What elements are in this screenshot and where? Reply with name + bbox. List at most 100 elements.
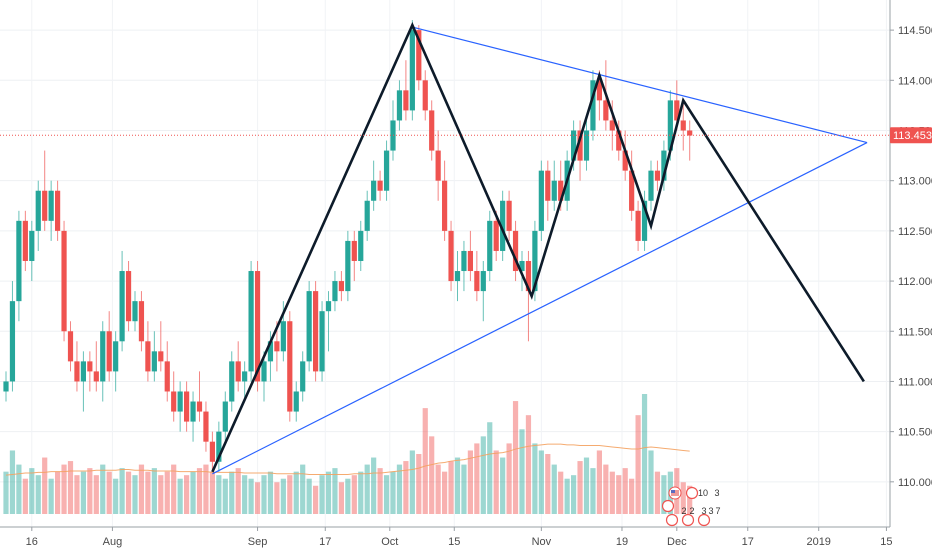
candle — [222, 391, 228, 442]
candle — [661, 140, 667, 191]
candle-body — [67, 331, 74, 362]
volume-bar — [583, 457, 590, 514]
candle — [583, 120, 590, 171]
candle-body — [461, 250, 467, 272]
volume-bar — [422, 408, 428, 514]
candle — [538, 160, 544, 241]
candle-body — [280, 321, 286, 352]
volume-bar — [564, 478, 570, 514]
volume-bar — [558, 471, 564, 514]
candle-body — [145, 341, 151, 372]
candle-body — [654, 170, 661, 181]
candle — [609, 100, 615, 151]
us-flag-icon[interactable] — [668, 486, 682, 500]
candle-body — [164, 361, 170, 392]
volume-bar — [545, 454, 551, 514]
event-badges[interactable]: 10 32 2 3 3 7 — [661, 486, 721, 527]
candle-body — [132, 301, 138, 322]
volume-bar — [235, 468, 241, 514]
candle — [164, 341, 170, 402]
volume-bar — [293, 471, 299, 514]
candle — [22, 210, 28, 272]
candle — [461, 240, 467, 292]
candle — [403, 60, 409, 121]
candle-body — [325, 301, 332, 312]
trendline-lower[interactable] — [212, 142, 868, 475]
volume-bar — [22, 478, 28, 514]
volume-bar — [9, 450, 16, 514]
time-tick-label: 2019 — [806, 536, 830, 548]
volume-bar — [61, 464, 67, 514]
candle — [55, 180, 61, 241]
price-axis[interactable]: 114.500114.000113.500113.000112.500112.0… — [889, 0, 932, 527]
volume-bar — [345, 478, 351, 514]
candle-body — [3, 381, 9, 392]
candle-body — [583, 130, 590, 161]
volume-moving-average — [5, 443, 690, 476]
volume-bar — [551, 464, 557, 514]
candle-body — [545, 170, 551, 201]
event-marker-icon[interactable] — [665, 513, 679, 527]
last-price-tag: 113.453 — [890, 127, 932, 144]
volume-bar — [461, 464, 467, 514]
volume-bar — [332, 468, 338, 514]
event-marker-icon[interactable] — [681, 513, 695, 527]
candle-body — [287, 321, 293, 412]
candle — [306, 281, 312, 372]
candle-body — [138, 301, 145, 342]
volume-bar — [164, 471, 170, 514]
time-axis[interactable]: 16 Aug Sep 17 Oct 15 Nov 19 Dec 17 2019 15 — [0, 526, 893, 548]
candle-body — [648, 170, 654, 201]
volume-bar — [577, 461, 583, 514]
volume-bar — [474, 443, 480, 514]
volume-bar — [209, 471, 215, 514]
volume-bar — [274, 482, 280, 514]
pattern-path[interactable] — [211, 21, 865, 473]
volume-bar — [132, 475, 138, 514]
trendline-upper[interactable] — [412, 26, 868, 144]
candle-body — [429, 110, 435, 151]
candle-body — [680, 120, 686, 131]
candle-body — [293, 391, 299, 412]
event-count: 2 — [689, 506, 694, 516]
volume-bar — [622, 468, 628, 514]
candle — [145, 321, 151, 382]
volume-bar — [390, 471, 396, 514]
event-count: 10 — [698, 488, 708, 498]
candle-body — [87, 361, 93, 372]
candle-body — [100, 331, 106, 382]
candle-body — [261, 361, 267, 382]
volume-bar — [35, 475, 41, 514]
candle — [16, 210, 22, 322]
volume-bar — [229, 471, 235, 514]
candle — [9, 281, 16, 392]
event-marker-icon[interactable] — [697, 513, 711, 527]
volume-bar — [67, 461, 74, 514]
candle — [100, 321, 106, 402]
event-marker-icon[interactable] — [661, 499, 675, 513]
candle-body — [254, 271, 261, 382]
volume-bar — [254, 482, 261, 514]
candle — [345, 230, 351, 302]
candle-body — [687, 130, 693, 136]
volume-bar — [532, 443, 538, 514]
volume-bar — [55, 471, 61, 514]
volume-bar — [261, 475, 267, 514]
volume-bar — [506, 443, 512, 514]
candle — [416, 25, 422, 91]
candle-body — [487, 220, 493, 272]
volume-bar — [319, 475, 325, 514]
event-marker-icon[interactable] — [685, 486, 699, 500]
candle-body — [42, 190, 48, 221]
event-count: 3 — [701, 506, 706, 516]
candle-body — [371, 180, 377, 201]
candle — [467, 230, 473, 282]
volume-bar — [641, 394, 648, 514]
candle — [74, 341, 80, 392]
volume-bar — [687, 485, 693, 514]
volume-bar — [409, 450, 415, 514]
price-tick-label: 113.000 — [898, 176, 932, 188]
candle-body — [416, 30, 422, 81]
candle — [261, 351, 267, 402]
